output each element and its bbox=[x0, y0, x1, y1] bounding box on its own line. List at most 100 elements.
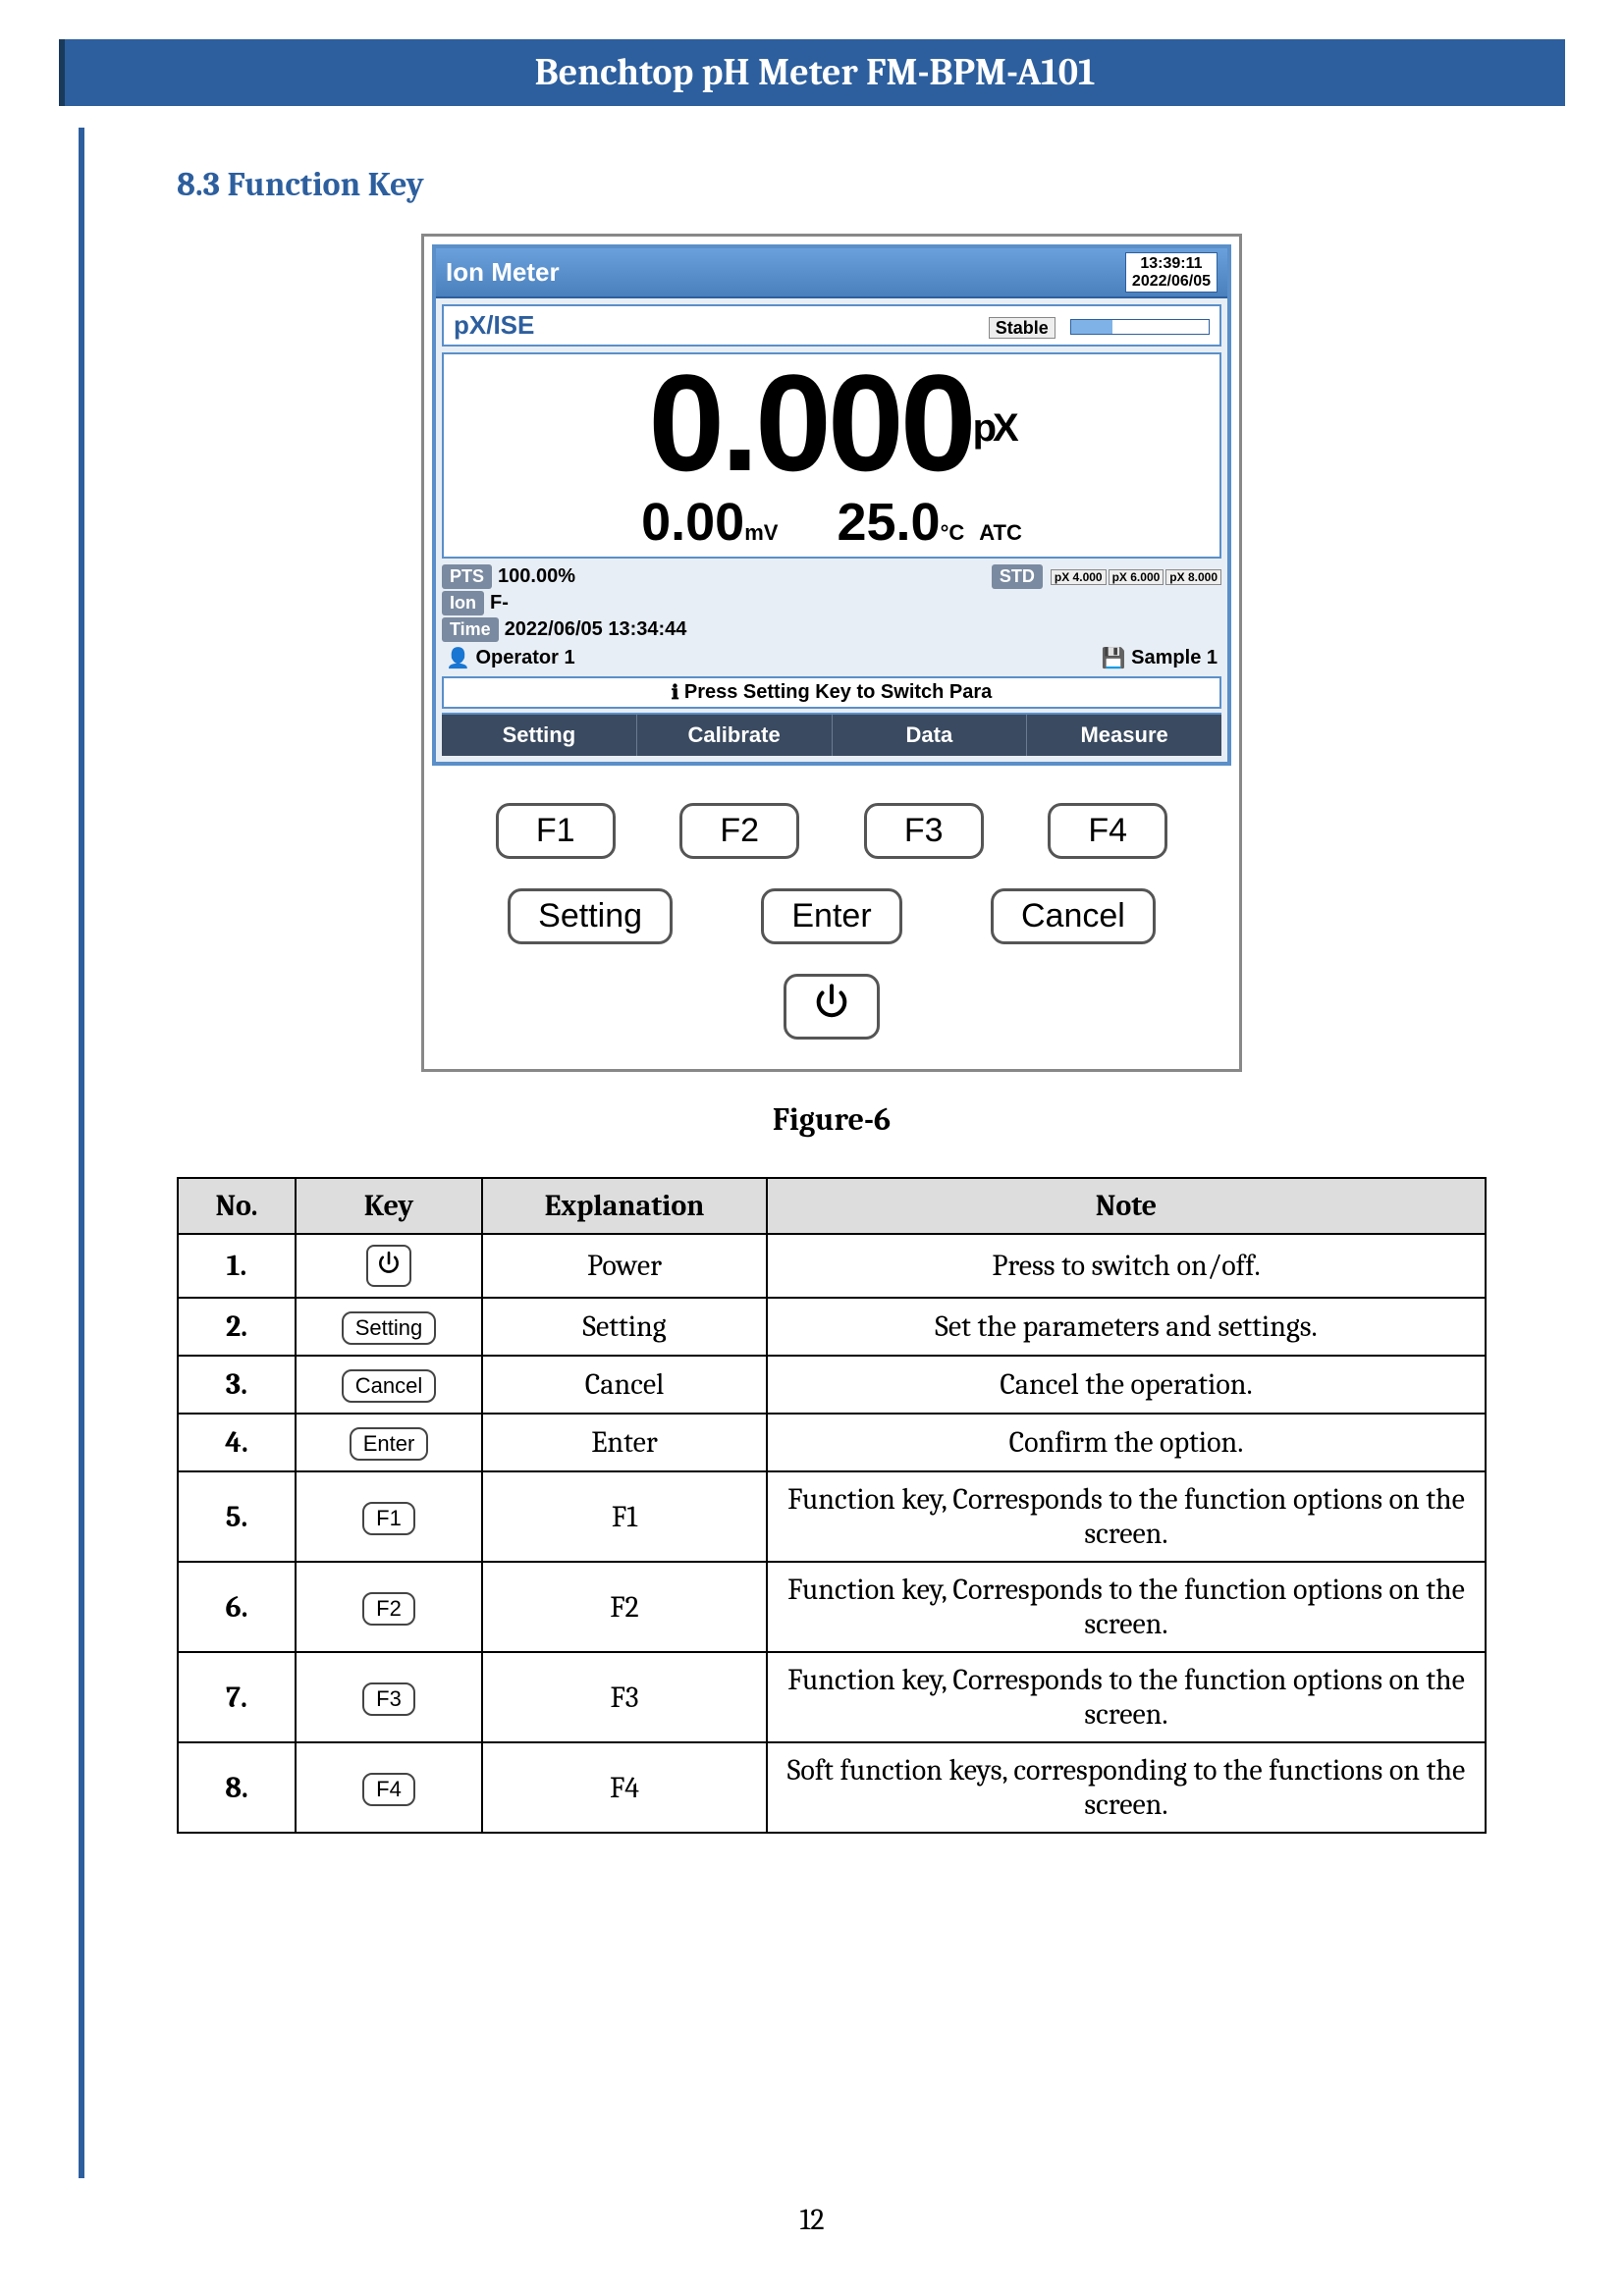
table-header-row: No. Key Explanation Note bbox=[178, 1178, 1486, 1234]
mv-unit: mV bbox=[744, 520, 778, 545]
cell-explanation: F4 bbox=[482, 1742, 767, 1833]
softkey-calibrate[interactable]: Calibrate bbox=[637, 715, 833, 756]
cell-key: Cancel bbox=[296, 1356, 482, 1414]
cell-note: Function key, Corresponds to the functio… bbox=[767, 1562, 1486, 1652]
cell-no: 6. bbox=[178, 1562, 296, 1652]
operator-row: 👤 Operator 1 💾 Sample 1 bbox=[442, 644, 1221, 672]
page: Benchtop pH Meter FM-BPM-A101 8.3 Functi… bbox=[0, 0, 1624, 2296]
softkey-measure[interactable]: Measure bbox=[1027, 715, 1221, 756]
temp-value: 25.0 bbox=[837, 493, 940, 552]
cell-no: 8. bbox=[178, 1742, 296, 1833]
cell-note: Function key, Corresponds to the functio… bbox=[767, 1652, 1486, 1742]
main-value: 0.000 bbox=[648, 346, 972, 500]
col-expl: Explanation bbox=[482, 1178, 767, 1234]
hint-row: ℹ Press Setting Key to Switch Para bbox=[442, 676, 1221, 709]
cell-explanation: Power bbox=[482, 1234, 767, 1298]
cell-explanation: F3 bbox=[482, 1652, 767, 1742]
section-heading: 8.3 Function Key bbox=[177, 165, 1487, 204]
sub-reading: 0.00mV 25.0°C ATC bbox=[454, 492, 1210, 553]
key-icon: F4 bbox=[362, 1773, 415, 1806]
lcd-time: 13:39:11 bbox=[1140, 255, 1202, 272]
f4-key[interactable]: F4 bbox=[1048, 803, 1167, 859]
lcd-clock: 13:39:11 2022/06/05 bbox=[1125, 252, 1218, 293]
temp-suffix: ATC bbox=[979, 520, 1022, 545]
lcd-screen: Ion Meter 13:39:11 2022/06/05 pX/ISE Sta… bbox=[432, 244, 1231, 766]
col-key: Key bbox=[296, 1178, 482, 1234]
progress-bar bbox=[1070, 319, 1210, 335]
cancel-key[interactable]: Cancel bbox=[991, 888, 1156, 944]
setting-key[interactable]: Setting bbox=[508, 888, 673, 944]
lcd-mode-row: pX/ISE Stable bbox=[442, 304, 1221, 347]
softkey-data[interactable]: Data bbox=[833, 715, 1028, 756]
cell-no: 5. bbox=[178, 1471, 296, 1562]
key-icon: F2 bbox=[362, 1592, 415, 1626]
table-row: 8.F4F4Soft function keys, corresponding … bbox=[178, 1742, 1486, 1833]
cell-no: 7. bbox=[178, 1652, 296, 1742]
power-key[interactable] bbox=[784, 974, 880, 1040]
softkey-setting[interactable]: Setting bbox=[442, 715, 637, 756]
side-rule bbox=[79, 128, 84, 2178]
key-icon: F1 bbox=[362, 1502, 415, 1535]
operator-label: Operator 1 bbox=[475, 647, 574, 668]
pts-value: 100.00% bbox=[498, 565, 575, 588]
mv-value: 0.00 bbox=[641, 493, 744, 552]
cell-key: Setting bbox=[296, 1298, 482, 1356]
function-key-table: No. Key Explanation Note 1. PowerPress to… bbox=[177, 1177, 1487, 1834]
pts-label: PTS bbox=[442, 564, 492, 589]
content: 8.3 Function Key Ion Meter 13:39:11 2022… bbox=[177, 165, 1487, 1834]
ion-value: F- bbox=[490, 592, 509, 614]
cell-no: 1. bbox=[178, 1234, 296, 1298]
lcd-status: Stable bbox=[989, 310, 1210, 341]
cell-no: 2. bbox=[178, 1298, 296, 1356]
std-label: STD bbox=[992, 564, 1043, 589]
power-icon bbox=[366, 1245, 411, 1287]
col-no: No. bbox=[178, 1178, 296, 1234]
cell-key: F3 bbox=[296, 1652, 482, 1742]
table-row: 1. PowerPress to switch on/off. bbox=[178, 1234, 1486, 1298]
operator: 👤 Operator 1 bbox=[446, 646, 575, 670]
cell-note: Set the parameters and settings. bbox=[767, 1298, 1486, 1356]
key-icon: F3 bbox=[362, 1682, 415, 1716]
main-reading: 0.000pX bbox=[454, 354, 1210, 492]
ion-label: Ion bbox=[442, 591, 484, 615]
figure-caption: Figure-6 bbox=[177, 1101, 1487, 1138]
f1-key[interactable]: F1 bbox=[496, 803, 616, 859]
f3-key[interactable]: F3 bbox=[864, 803, 984, 859]
time-value: 2022/06/05 13:34:44 bbox=[505, 618, 687, 641]
cell-note: Soft function keys, corresponding to the… bbox=[767, 1742, 1486, 1833]
sample-label: Sample 1 bbox=[1131, 647, 1218, 668]
cell-explanation: F2 bbox=[482, 1562, 767, 1652]
main-unit: pX bbox=[973, 406, 1015, 450]
table-row: 2.SettingSettingSet the parameters and s… bbox=[178, 1298, 1486, 1356]
info-icon: ℹ bbox=[672, 680, 679, 705]
cell-explanation: Enter bbox=[482, 1414, 767, 1471]
power-key-row bbox=[424, 974, 1239, 1069]
enter-key[interactable]: Enter bbox=[761, 888, 901, 944]
f2-key[interactable]: F2 bbox=[679, 803, 799, 859]
table-row: 4.EnterEnterConfirm the option. bbox=[178, 1414, 1486, 1471]
key-icon: Cancel bbox=[342, 1369, 436, 1403]
time-label: Time bbox=[442, 617, 499, 642]
figure: Ion Meter 13:39:11 2022/06/05 pX/ISE Sta… bbox=[177, 234, 1487, 1138]
ion-row: Ion F- bbox=[442, 591, 1221, 615]
lcd-softkeys: Setting Calibrate Data Measure bbox=[442, 713, 1221, 756]
std-point: pX 8.000 bbox=[1165, 569, 1221, 585]
hint-text: Press Setting Key to Switch Para bbox=[684, 681, 992, 703]
control-keys-row: Setting Enter Cancel bbox=[424, 888, 1239, 974]
cell-note: Press to switch on/off. bbox=[767, 1234, 1486, 1298]
time-row: Time 2022/06/05 13:34:44 bbox=[442, 617, 1221, 642]
document-header: Benchtop pH Meter FM-BPM-A101 bbox=[59, 39, 1565, 106]
section-title: Function Key bbox=[227, 165, 423, 204]
lcd-date: 2022/06/05 bbox=[1132, 273, 1211, 290]
header-title: Benchtop pH Meter FM-BPM-A101 bbox=[535, 51, 1096, 94]
cell-explanation: Setting bbox=[482, 1298, 767, 1356]
cell-no: 4. bbox=[178, 1414, 296, 1471]
std-point: pX 6.000 bbox=[1109, 569, 1164, 585]
temp-unit: °C bbox=[941, 520, 965, 545]
sample: 💾 Sample 1 bbox=[1102, 646, 1218, 670]
table-row: 5.F1F1Function key, Corresponds to the f… bbox=[178, 1471, 1486, 1562]
cell-explanation: F1 bbox=[482, 1471, 767, 1562]
cell-key: F2 bbox=[296, 1562, 482, 1652]
lcd-mode-label: pX/ISE bbox=[454, 310, 534, 341]
col-note: Note bbox=[767, 1178, 1486, 1234]
